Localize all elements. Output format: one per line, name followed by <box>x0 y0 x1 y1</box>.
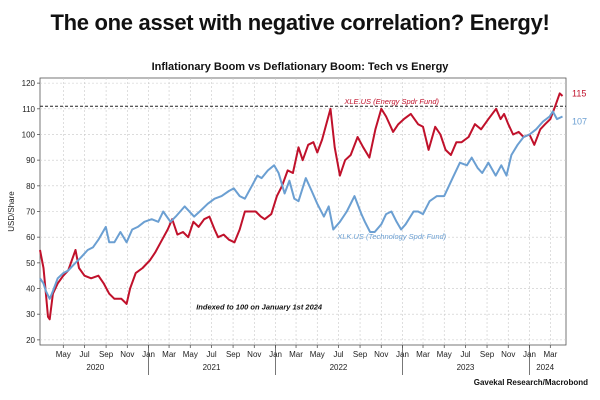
y-tick-label: 60 <box>26 233 35 242</box>
index-annotation: Indexed to 100 on January 1st 2024 <box>196 302 323 311</box>
tech-series-line <box>39 110 563 300</box>
x-tick-label: Nov <box>247 350 261 359</box>
x-tick-label: Sep <box>353 350 368 359</box>
y-tick-label: 120 <box>22 79 36 88</box>
y-tick-label: 80 <box>26 182 35 191</box>
x-tick-label: Nov <box>374 350 388 359</box>
chart-title: Inflationary Boom vs Deflationary Boom: … <box>152 61 450 73</box>
x-tick-label: Jul <box>460 350 470 359</box>
y-tick-label: 20 <box>26 336 35 345</box>
y-tick-label: 50 <box>26 259 35 268</box>
x-tick-label: May <box>437 350 452 359</box>
x-year-label: 2022 <box>330 363 348 372</box>
y-tick-label: 90 <box>26 156 35 165</box>
source-credit: Gavekal Research/Macrobond <box>473 378 588 387</box>
energy-series-label: XLE.US (Energy Spdr Fund) <box>343 97 439 106</box>
x-tick-label: May <box>56 350 71 359</box>
x-tick-label: Mar <box>162 350 176 359</box>
x-tick-label: Mar <box>543 350 557 359</box>
y-tick-label: 110 <box>22 105 35 114</box>
y-axis-label: USD/Share <box>7 191 16 232</box>
x-tick-label: May <box>183 350 198 359</box>
x-tick-label: Sep <box>226 350 241 359</box>
x-tick-label: Nov <box>120 350 134 359</box>
x-tick-label: Sep <box>99 350 114 359</box>
x-tick-label: May <box>310 350 325 359</box>
x-tick-label: Jul <box>333 350 343 359</box>
x-tick-label: Sep <box>480 350 495 359</box>
y-tick-label: 30 <box>26 310 35 319</box>
tech-series-label: XLK.US (Technology Spdr Fund) <box>336 232 446 241</box>
x-tick-label: Jul <box>79 350 89 359</box>
y-tick-label: 100 <box>22 130 36 139</box>
energy-end-value: 115 <box>572 88 586 98</box>
tech-end-value: 107 <box>572 117 587 127</box>
x-tick-label: Jul <box>206 350 216 359</box>
headline: The one asset with negative correlation?… <box>50 10 550 35</box>
x-year-label: 2023 <box>457 363 475 372</box>
x-tick-label: Mar <box>416 350 430 359</box>
x-year-label: 2020 <box>86 363 104 372</box>
energy-series-line <box>39 92 564 321</box>
x-tick-label: Mar <box>289 350 303 359</box>
x-year-label: 2024 <box>536 363 554 372</box>
x-year-label: 2021 <box>203 363 221 372</box>
y-tick-label: 40 <box>26 285 35 294</box>
y-tick-label: 70 <box>26 208 35 217</box>
x-tick-label: Nov <box>501 350 515 359</box>
